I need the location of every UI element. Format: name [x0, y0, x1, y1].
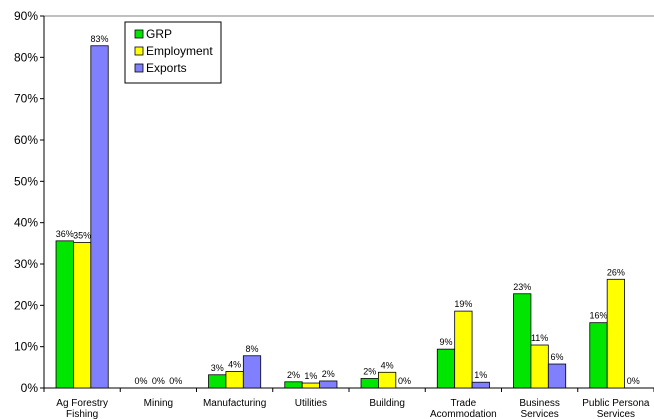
bar-employment — [454, 310, 473, 389]
y-tick-label: 60% — [14, 133, 38, 147]
bar-exports — [471, 381, 490, 389]
legend-swatch-exports — [134, 63, 144, 73]
bars — [55, 45, 625, 389]
data-label-exports: 8% — [246, 344, 259, 354]
x-tick-label: Business Services — [519, 398, 560, 419]
y-tick-label: 80% — [14, 50, 38, 64]
data-label-exports: 83% — [91, 34, 109, 44]
bar-grp — [513, 293, 532, 389]
bar-employment — [225, 371, 244, 389]
data-label-employment: 1% — [304, 371, 317, 381]
x-axis: Ag Forestry Fishing Mining Manufacturing Uti… — [43, 388, 654, 419]
data-label-exports: 0% — [398, 376, 411, 386]
bar-exports — [319, 380, 338, 389]
data-label-grp: 36% — [56, 229, 74, 239]
x-tick-label: Ag Forestry Fishing — [56, 398, 108, 419]
y-tick-label: 0% — [21, 381, 39, 395]
y-tick-label: 70% — [14, 92, 38, 106]
y-tick-label: 40% — [14, 216, 38, 230]
data-label-grp: 2% — [363, 366, 376, 376]
bar-grp — [589, 322, 608, 389]
y-tick-label: 20% — [14, 298, 38, 312]
y-axis: 0% 10% 20% 30% 40% 50% 60% 70% 80% 90% — [14, 9, 44, 395]
bar-grp — [208, 374, 227, 389]
bar-employment — [606, 278, 625, 389]
data-label-employment: 19% — [454, 299, 472, 309]
legend-label-exports: Exports — [146, 61, 187, 75]
data-label-employment: 0% — [152, 376, 165, 386]
x-tick-label: Trade Acommodation — [430, 398, 497, 419]
bar-employment — [378, 371, 397, 389]
y-tick-label: 50% — [14, 174, 38, 188]
data-label-employment: 4% — [228, 359, 241, 369]
data-label-employment: 4% — [381, 360, 394, 370]
y-tick-label: 10% — [14, 340, 38, 354]
legend-label-grp: GRP — [146, 27, 172, 41]
data-label-exports: 0% — [627, 376, 640, 386]
legend-swatch-grp — [134, 29, 144, 39]
data-label-exports: 2% — [322, 369, 335, 379]
x-tick-label: Public Persona Services — [582, 398, 650, 419]
data-label-employment: 11% — [531, 333, 548, 343]
bar-exports — [547, 363, 567, 389]
bar-grp — [55, 240, 74, 389]
data-label-exports: 0% — [169, 376, 182, 386]
data-labels: 36% 0% 3% 2% 2% 9% 23% 16% 35% 0% 4% 1% 4% 19% 11% 26% 8… — [56, 34, 640, 386]
legend-swatch-employment — [134, 46, 144, 56]
bar-employment — [301, 382, 320, 389]
bar-grp — [360, 378, 379, 389]
bar-exports — [242, 355, 262, 389]
bar-employment — [530, 344, 549, 389]
legend-label-employment: Employment — [146, 44, 213, 58]
y-tick-label: 90% — [14, 9, 38, 23]
data-label-grp: 0% — [134, 376, 147, 386]
bar-grp — [436, 348, 456, 389]
x-tick-label: Manufacturing — [203, 398, 266, 409]
bar-employment — [73, 242, 92, 389]
data-label-employment: 35% — [73, 231, 91, 241]
legend: GRP Employment Exports — [124, 21, 222, 84]
x-tick-label: Mining — [144, 398, 173, 409]
data-label-employment: 26% — [607, 267, 625, 277]
bar-exports — [90, 45, 109, 389]
x-tick-label: Utilities — [295, 398, 327, 409]
data-label-grp: 2% — [287, 370, 300, 380]
bar-grp — [284, 381, 303, 389]
data-label-grp: 23% — [513, 282, 531, 292]
data-label-grp: 16% — [589, 311, 607, 321]
data-label-exports: 6% — [551, 352, 564, 362]
data-label-grp: 3% — [211, 363, 224, 373]
x-tick-label: Building — [369, 398, 405, 409]
data-label-grp: 9% — [439, 337, 452, 347]
data-label-exports: 1% — [474, 370, 487, 380]
y-tick-label: 30% — [14, 257, 38, 271]
